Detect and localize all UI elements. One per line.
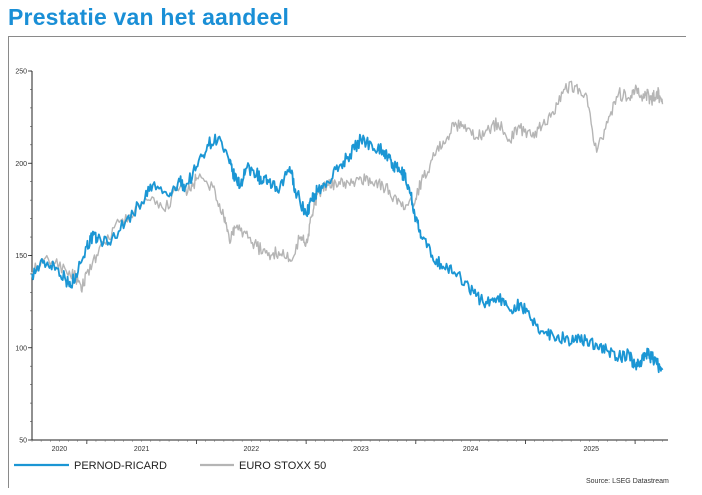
chart-series <box>31 80 664 374</box>
legend-label: EURO STOXX 50 <box>239 460 326 472</box>
x-tick-label: 2020 <box>52 446 68 453</box>
chart-axes: 50 100 150 200 250 2020 2021 2022 2023 2024 2025 <box>15 69 668 453</box>
legend-label: PERNOD-RICARD <box>74 460 167 472</box>
y-tick-label: 100 <box>15 345 27 352</box>
y-tick-label: 250 <box>15 69 27 76</box>
x-tick-label: 2021 <box>134 446 150 453</box>
series-line-pernod-ricard <box>31 133 664 374</box>
chart-title: Prestatie van het aandeel <box>8 4 290 30</box>
x-tick-label: 2024 <box>463 446 479 453</box>
y-tick-label: 50 <box>19 438 27 445</box>
source-note: Source: LSEG Datastream <box>586 478 669 485</box>
chart-frame <box>8 36 686 488</box>
y-tick-label: 200 <box>15 161 27 168</box>
series-line-euro-stoxx-50 <box>31 80 664 293</box>
x-tick-label: 2022 <box>244 446 260 453</box>
chart-legend: PERNOD-RICARD EURO STOXX 50 <box>14 460 326 472</box>
x-tick-label: 2023 <box>353 446 369 453</box>
y-tick-label: 150 <box>15 253 27 260</box>
x-tick-label: 2025 <box>583 446 599 453</box>
